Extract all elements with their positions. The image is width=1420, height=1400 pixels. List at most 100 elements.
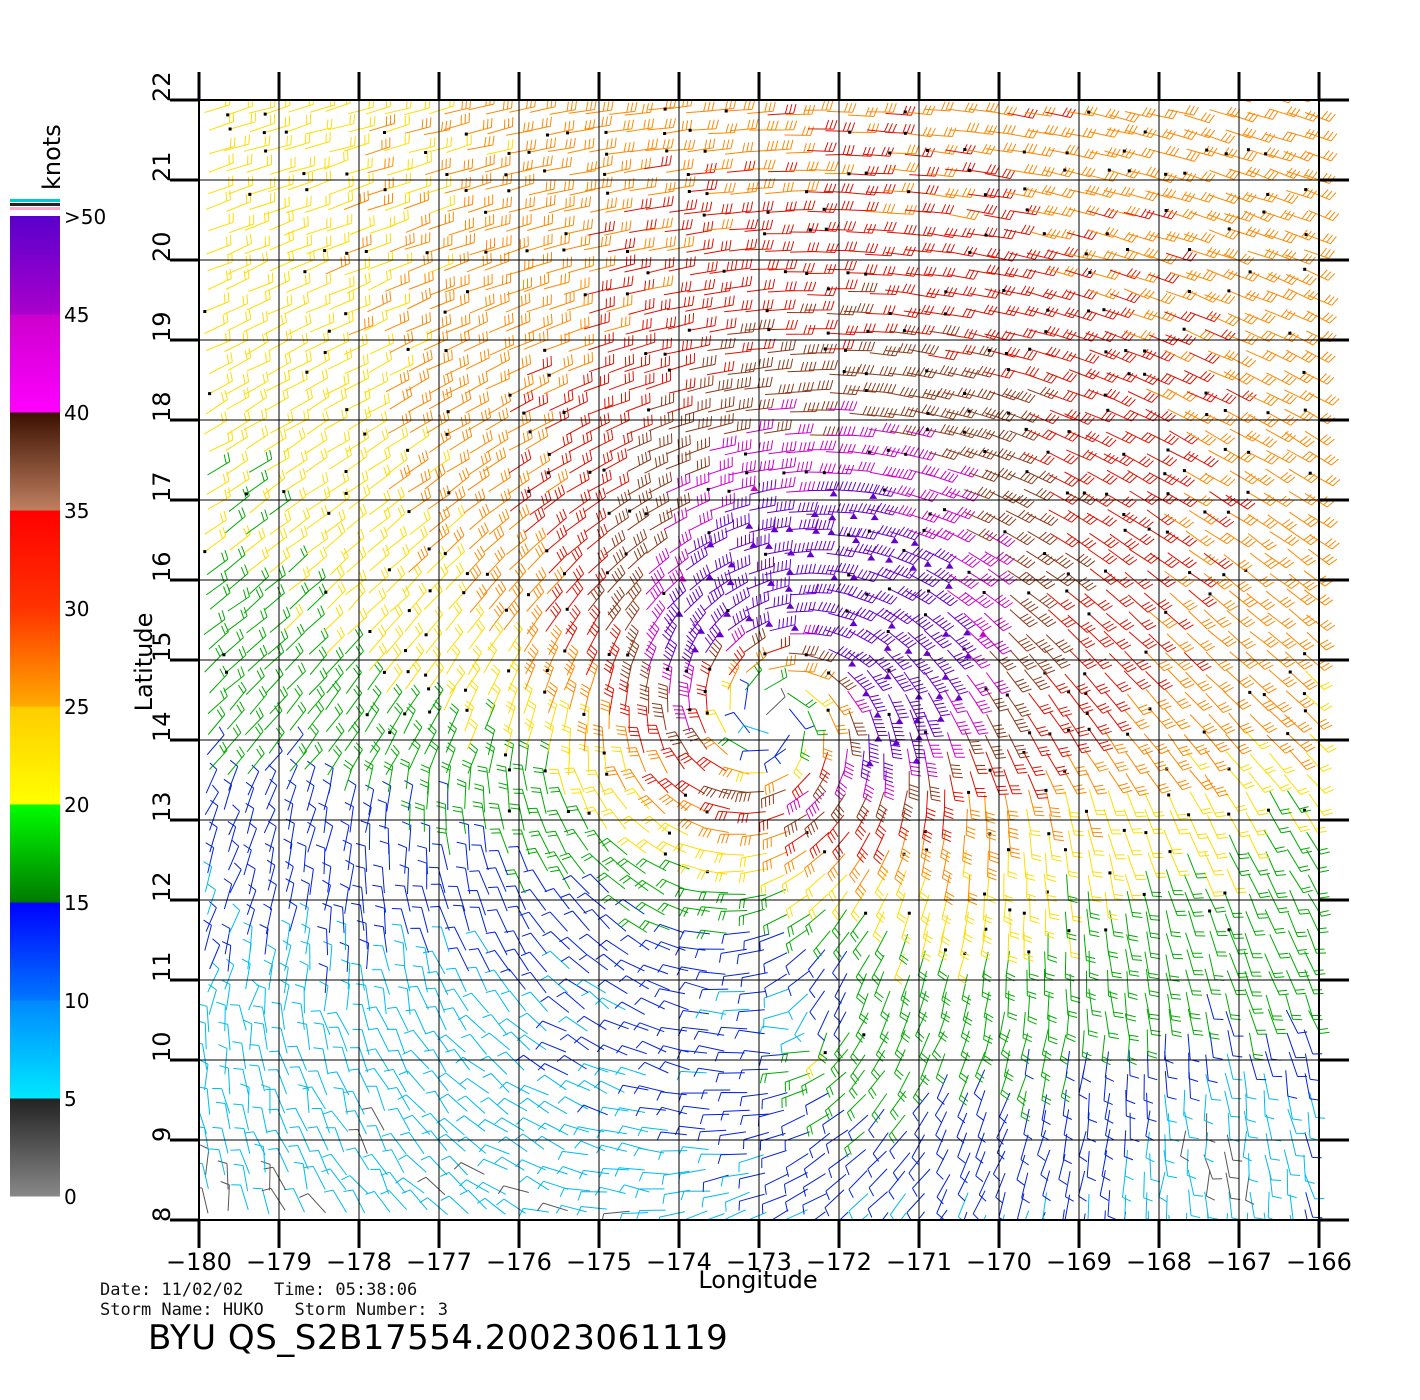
wind-barb [429,682,444,713]
wind-barb [1106,493,1137,508]
latitude-tick-label: 11 [148,951,176,982]
wind-barb [968,571,999,587]
wind-barb [444,100,472,115]
wind-barb [403,190,429,210]
rain-flag-marker [1082,491,1086,495]
wind-barb [1046,87,1076,97]
wind-barb [1184,171,1216,183]
legend-tick-label: 45 [64,303,89,327]
wind-barb [485,724,496,756]
wind-barb [843,749,855,780]
wind-barb [708,551,733,575]
wind-barb [984,285,1016,296]
wind-barb [1103,809,1122,835]
wind-barb [1287,733,1316,752]
lat-lon-grid [170,72,1349,1248]
rain-flag-marker [925,848,929,852]
wind-barb [918,871,929,903]
wind-barb [1229,166,1261,178]
wind-barb [605,410,630,432]
rain-flag-marker [443,310,447,314]
wind-barb [333,1087,348,1115]
wind-barb [1166,373,1197,385]
wind-barb [898,809,910,841]
wind-barb [1184,470,1215,485]
wind-barb [596,872,626,890]
wind-barb [1244,210,1275,223]
wind-barb [980,929,991,960]
wind-barb [1186,431,1217,446]
wind-barb [945,187,976,198]
wind-barb [928,187,959,199]
wind-barb [384,192,410,211]
wind-barb [1127,469,1158,485]
wind-barb [1286,187,1318,199]
wind-barb [725,1191,750,1212]
rain-flag-marker [1105,232,1109,236]
wind-barb [424,1030,450,1053]
wind-barb [227,100,253,116]
wind-barb [509,803,525,831]
wind-barb [343,190,369,210]
rain-flag-marker [724,109,728,113]
wind-barb [445,329,470,352]
wind-barb [1189,210,1221,222]
wind-barb [436,1117,465,1136]
wind-barb [463,488,486,514]
wind-barb [656,1027,687,1037]
wind-barb [468,522,489,550]
wind-barb [1244,970,1263,997]
wind-barb [946,751,963,779]
wind-barb [743,627,766,653]
wind-barb [483,525,505,553]
rain-flag-marker [407,609,411,613]
wind-barb [440,1155,468,1176]
wind-barb [709,602,728,631]
wind-barb [1205,674,1234,693]
wind-barb [1246,434,1278,448]
rain-flag-marker [446,91,449,94]
wind-barb [1066,1012,1077,1043]
wind-barb [373,985,387,1015]
wind-pennant [764,542,773,549]
rain-flag-marker [427,547,431,551]
wind-barb [395,1177,425,1194]
wind-barb [865,305,896,315]
wind-barb [764,358,794,372]
rain-flag-marker [726,609,730,613]
wind-barb [1085,693,1112,714]
wind-barb [326,430,351,453]
wind-barb [1305,994,1323,1021]
wind-barb [723,376,752,392]
wind-barb [256,984,266,1015]
wind-barb [1109,167,1141,179]
wind-barb [1203,851,1225,876]
wind-barb [506,529,528,555]
wind-barb [1185,671,1213,692]
wind-barb [848,527,879,540]
wind-barb [406,368,430,392]
wind-barb [1264,909,1286,934]
wind-barb [1307,294,1339,306]
wind-barb [580,853,610,872]
wind-barb [1067,388,1099,400]
rain-flag-marker [943,508,946,512]
wind-barb [945,529,976,543]
wind-barb [917,1211,925,1220]
wind-barb [827,503,858,514]
wind-barb [868,1168,888,1197]
wind-barb [885,283,916,294]
wind-barb [965,808,976,839]
wind-barb [1062,1089,1073,1120]
wind-barb [465,660,481,691]
wind-barb [1207,629,1237,647]
wind-barb [369,490,391,516]
wind-pennant [786,602,795,609]
wind-barb [867,502,899,516]
wind-barb [1123,1130,1134,1161]
wind-pennant [873,711,882,718]
wind-barb [503,724,513,756]
wind-barb [1187,1169,1204,1197]
wind-barb [1183,734,1210,755]
wind-barb [1245,651,1274,670]
